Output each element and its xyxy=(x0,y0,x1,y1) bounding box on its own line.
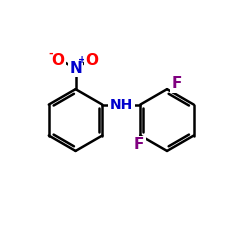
Text: +: + xyxy=(78,55,86,65)
Text: O: O xyxy=(85,53,98,68)
Text: N: N xyxy=(69,61,82,76)
Text: O: O xyxy=(51,53,64,68)
Text: NH: NH xyxy=(110,98,133,112)
Text: F: F xyxy=(171,76,181,91)
Text: F: F xyxy=(134,138,144,152)
Text: -: - xyxy=(49,48,54,58)
